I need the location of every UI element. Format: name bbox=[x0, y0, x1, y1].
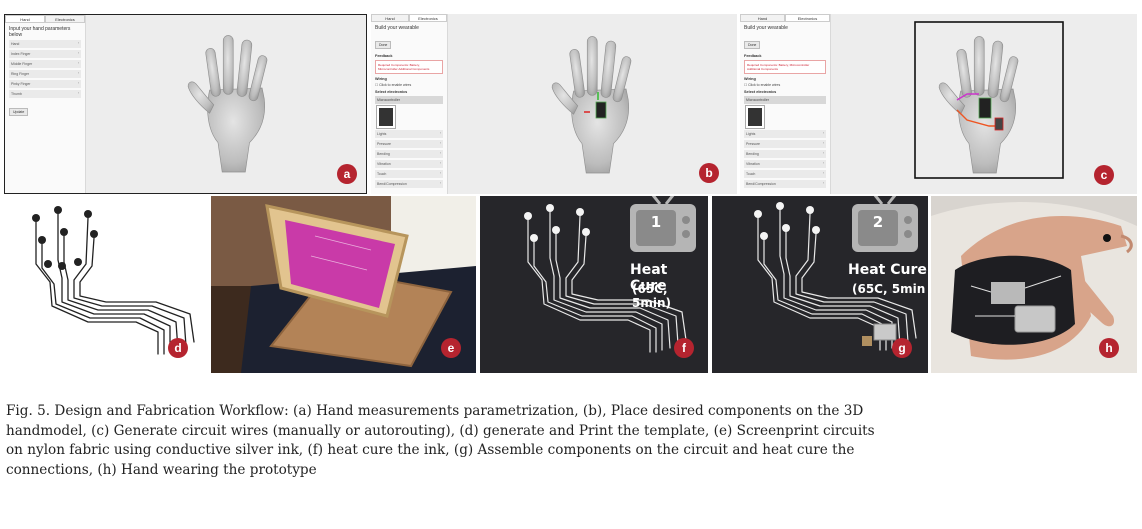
tab-hand[interactable]: Hand bbox=[371, 14, 409, 22]
caption-line: Fig. 5. Design and Fabrication Workflow:… bbox=[6, 403, 864, 419]
component-thumbnail[interactable] bbox=[745, 105, 765, 129]
figure-caption: Fig. 5. Design and Fabrication Workflow:… bbox=[6, 402, 1136, 480]
wiring-checkbox-label: Click to enable wires bbox=[379, 83, 412, 87]
wiring-checkbox[interactable]: ☐ Click to enable wires bbox=[744, 83, 781, 87]
update-button[interactable]: Update bbox=[9, 108, 29, 116]
category-row[interactable]: Pressure bbox=[375, 140, 443, 148]
component-thumbnail[interactable] bbox=[376, 105, 396, 129]
electronics-label: Select electronics bbox=[375, 90, 408, 94]
category-row[interactable]: Touch bbox=[375, 170, 443, 178]
done-button[interactable]: Done bbox=[375, 41, 392, 49]
chip-component bbox=[862, 336, 872, 346]
circuit-template-drawing bbox=[32, 206, 195, 355]
oven-icon bbox=[852, 196, 918, 252]
param-row-thumb[interactable]: Thumb bbox=[9, 90, 81, 98]
param-row-pinky[interactable]: Pinky Finger bbox=[9, 80, 81, 88]
panel-c-generate-wires: Hand Electronics Build your wearable Don… bbox=[740, 14, 1137, 194]
caption-line: on nylon fabric using conductive silver … bbox=[6, 442, 855, 459]
wiring-label: Wiring bbox=[744, 77, 756, 81]
oven-step-number: 2 bbox=[872, 213, 884, 231]
feedback-message: Required Components: Battery, Microcontr… bbox=[744, 60, 826, 74]
heat-cure-detail: (65C, 5min bbox=[852, 282, 926, 296]
hand-wearing-prototype bbox=[931, 202, 1137, 373]
3d-viewport[interactable] bbox=[831, 14, 1137, 194]
badge-h: h bbox=[1099, 338, 1119, 358]
ui-sidebar: Hand Electronics Input your hand paramet… bbox=[5, 15, 86, 193]
panel-h-hand-prototype: h bbox=[931, 196, 1137, 373]
oven-step-number: 1 bbox=[650, 213, 662, 231]
ui-tab-bar: Hand Electronics bbox=[5, 15, 85, 23]
battery-component bbox=[873, 323, 897, 341]
category-row[interactable]: Bend/Compression bbox=[744, 180, 826, 188]
category-row[interactable]: Bend/Compression bbox=[375, 180, 443, 188]
category-row[interactable]: Pressure bbox=[744, 140, 826, 148]
ui-title: Build your wearable bbox=[375, 25, 419, 31]
microcontroller-component bbox=[595, 101, 607, 119]
category-row[interactable]: Vibration bbox=[375, 160, 443, 168]
tab-electronics[interactable]: Electronics bbox=[409, 14, 447, 22]
assembled-circuit-on-fabric bbox=[754, 196, 918, 351]
tab-electronics[interactable]: Electronics bbox=[785, 14, 830, 22]
hand-model-with-wires bbox=[914, 21, 1064, 179]
badge-c: c bbox=[1094, 165, 1114, 185]
heat-cure-title: Heat Cure bbox=[630, 262, 668, 294]
feedback-message: Required Components: Battery, Microcontr… bbox=[375, 60, 443, 74]
category-row[interactable]: Bending bbox=[744, 150, 826, 158]
ui-sidebar: Hand Electronics Build your wearable Don… bbox=[740, 14, 831, 194]
ui-tab-bar: Hand Electronics bbox=[740, 14, 830, 22]
tab-hand[interactable]: Hand bbox=[5, 15, 45, 23]
3d-viewport[interactable] bbox=[86, 15, 366, 193]
electronics-select[interactable]: Microcontroller bbox=[744, 96, 826, 104]
electronics-select[interactable]: Microcontroller bbox=[375, 96, 443, 104]
tab-electronics[interactable]: Electronics bbox=[45, 15, 85, 23]
wiring-label: Wiring bbox=[375, 77, 387, 81]
electronics-label: Select electronics bbox=[744, 90, 777, 94]
badge-g: g bbox=[892, 338, 912, 358]
category-row[interactable]: Bending bbox=[375, 150, 443, 158]
heat-cure-title: Heat Cure bbox=[848, 262, 927, 278]
panel-f-heat-cure-ink: 1 Heat Cure (65C, 5min) f bbox=[480, 196, 708, 373]
wiring-checkbox-label: Click to enable wires bbox=[748, 83, 781, 87]
category-row[interactable]: Touch bbox=[744, 170, 826, 178]
wiring-checkbox[interactable]: ☐ Click to enable wires bbox=[375, 83, 412, 87]
badge-d: d bbox=[168, 338, 188, 358]
badge-a: a bbox=[337, 164, 357, 184]
badge-b: b bbox=[699, 163, 719, 183]
category-row[interactable]: Vibration bbox=[744, 160, 826, 168]
category-row[interactable]: Lights bbox=[744, 130, 826, 138]
done-button[interactable]: Done bbox=[744, 41, 761, 49]
param-row-middle[interactable]: Middle Finger bbox=[9, 60, 81, 68]
screenprint-scene bbox=[211, 196, 476, 373]
category-row[interactable]: Lights bbox=[375, 130, 443, 138]
caption-line: handmodel, (c) Generate circuit wires (m… bbox=[6, 422, 875, 439]
param-row-hand[interactable]: Hand bbox=[9, 40, 81, 48]
ui-title: Input your hand parameters below bbox=[9, 26, 71, 38]
panel-g-assemble-components: 2 Heat Cure (65C, 5min g bbox=[712, 196, 928, 373]
badge-e: e bbox=[441, 338, 461, 358]
ui-sidebar: Hand Electronics Build your wearable Don… bbox=[371, 14, 448, 194]
ui-title: Build your wearable bbox=[744, 25, 788, 31]
param-row-index[interactable]: Index Finger bbox=[9, 50, 81, 58]
badge-f: f bbox=[674, 338, 694, 358]
selection-frame bbox=[914, 21, 1064, 179]
cured-traces-on-fabric bbox=[524, 196, 696, 353]
feedback-label: Feedback bbox=[375, 54, 393, 58]
hand-model-with-components bbox=[551, 36, 633, 174]
feedback-label: Feedback bbox=[744, 54, 762, 58]
panel-a-hand-parameters: Hand Electronics Input your hand paramet… bbox=[4, 14, 367, 194]
param-row-ring[interactable]: Ring Finger bbox=[9, 70, 81, 78]
tab-hand[interactable]: Hand bbox=[740, 14, 785, 22]
oven-icon bbox=[630, 196, 696, 252]
3d-viewport[interactable] bbox=[448, 14, 737, 194]
heat-cure-detail: (65C, 5min) bbox=[632, 282, 671, 310]
ui-tab-bar: Hand Electronics bbox=[371, 14, 447, 22]
caption-line: connections, (h) Hand wearing the protot… bbox=[6, 461, 317, 478]
panel-b-place-components: Hand Electronics Build your wearable Don… bbox=[371, 14, 737, 194]
panel-e-screenprint-photo: e bbox=[211, 196, 476, 373]
hand-model bbox=[187, 35, 269, 173]
panel-d-print-template: d bbox=[4, 196, 207, 373]
